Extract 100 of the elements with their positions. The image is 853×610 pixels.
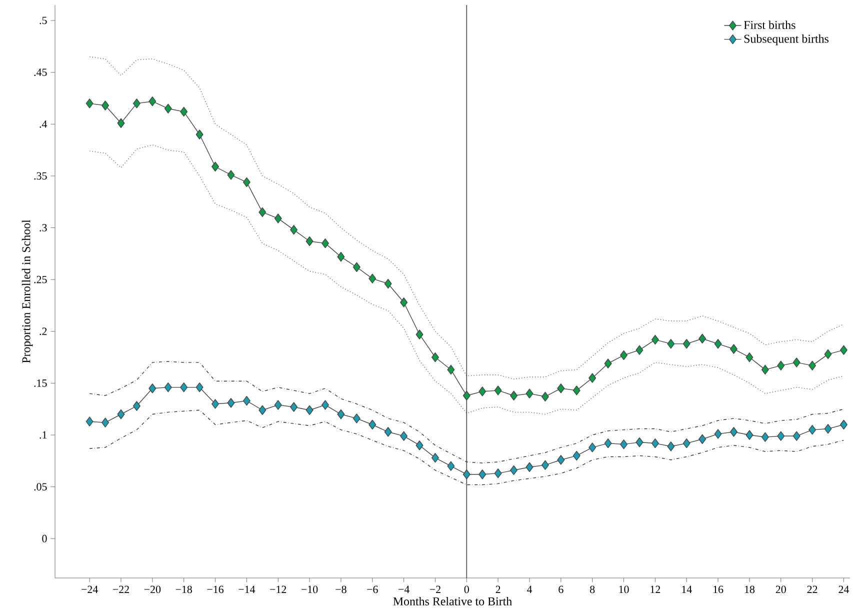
legend-label: Subsequent births: [744, 34, 828, 46]
point: [682, 338, 690, 349]
point: [400, 298, 408, 308]
point: [290, 224, 298, 235]
point: [526, 388, 534, 398]
point: [636, 437, 644, 448]
y-tick-label: 0: [42, 534, 47, 542]
point: [148, 96, 156, 106]
x-tick-label: −16: [207, 586, 224, 594]
point: [368, 274, 376, 284]
x-tick-label: 24: [838, 586, 850, 594]
point: [432, 452, 439, 463]
legend-label: First births: [744, 20, 796, 30]
point: [274, 400, 282, 410]
point: [322, 400, 329, 410]
point: [572, 450, 580, 461]
point: [541, 460, 549, 470]
point: [196, 382, 204, 392]
y-tick-label: .5: [40, 16, 47, 24]
point: [384, 278, 392, 289]
point: [212, 399, 219, 409]
point: [117, 118, 125, 128]
x-tick-label: 10: [619, 586, 629, 594]
point: [824, 349, 832, 360]
point: [698, 334, 706, 344]
point: [824, 424, 832, 434]
x-tick-label: 20: [776, 586, 786, 594]
x-tick-label: −6: [367, 586, 378, 594]
point: [102, 100, 110, 110]
point: [242, 396, 250, 406]
x-tick-label: −2: [430, 586, 440, 594]
point: [746, 352, 754, 362]
x-tick-label: −4: [398, 586, 410, 593]
point: [258, 405, 266, 415]
point: [447, 364, 455, 375]
y-tick-label: .3: [40, 224, 47, 232]
x-tick-label: −22: [112, 586, 129, 594]
point: [541, 392, 549, 402]
point: [400, 431, 408, 441]
point: [86, 98, 94, 108]
x-tick-label: −14: [238, 586, 256, 593]
point: [180, 106, 188, 117]
x-axis-title: Months Relative to Birth: [393, 596, 512, 606]
point: [242, 177, 250, 188]
x-tick-label: −10: [302, 586, 318, 594]
x-tick-label: −20: [144, 586, 161, 594]
point: [306, 236, 314, 246]
point: [761, 432, 769, 442]
point: [682, 438, 690, 448]
point: [620, 439, 628, 450]
point: [274, 214, 282, 224]
point: [792, 358, 800, 368]
point: [478, 386, 486, 396]
point: [510, 465, 518, 476]
point: [132, 401, 140, 411]
point: [212, 162, 219, 172]
point: [352, 262, 360, 272]
point: [258, 207, 266, 218]
point: [117, 409, 125, 420]
point: [620, 350, 628, 360]
point: [526, 462, 534, 472]
x-tick-label: 6: [558, 586, 564, 594]
x-tick-label: 2: [496, 586, 500, 594]
point: [667, 442, 675, 452]
point: [651, 334, 659, 345]
point: [322, 238, 329, 248]
point: [86, 416, 94, 426]
point: [462, 390, 470, 400]
point: [730, 344, 738, 354]
y-tick-label: .2: [40, 328, 47, 336]
point: [557, 455, 565, 465]
point: [416, 440, 424, 450]
point: [337, 252, 345, 262]
point: [714, 429, 722, 439]
x-tick-label: 0: [464, 586, 469, 594]
point: [761, 364, 769, 375]
point: [730, 427, 738, 437]
point: [510, 390, 518, 400]
point: [148, 384, 156, 394]
x-tick-label: −24: [82, 586, 98, 594]
point: [478, 470, 486, 480]
x-tick-label: 8: [590, 586, 595, 594]
y-axis-title: Proportion Enrolled in School: [22, 220, 33, 364]
point: [777, 431, 785, 441]
x-tick-label: 18: [744, 586, 755, 594]
point: [808, 360, 816, 370]
point: [840, 420, 848, 430]
point: [746, 430, 754, 440]
point: [494, 386, 502, 396]
point: [352, 414, 360, 424]
y-tick-label: .25: [34, 276, 47, 284]
point: [132, 98, 140, 108]
x-tick-label: 14: [682, 586, 692, 593]
line-series: [89, 56, 844, 380]
point: [777, 360, 785, 370]
point: [572, 386, 580, 396]
x-tick-label: −8: [336, 586, 346, 594]
x-tick-label: −12: [270, 586, 286, 594]
point: [432, 352, 439, 362]
point: [337, 409, 345, 420]
